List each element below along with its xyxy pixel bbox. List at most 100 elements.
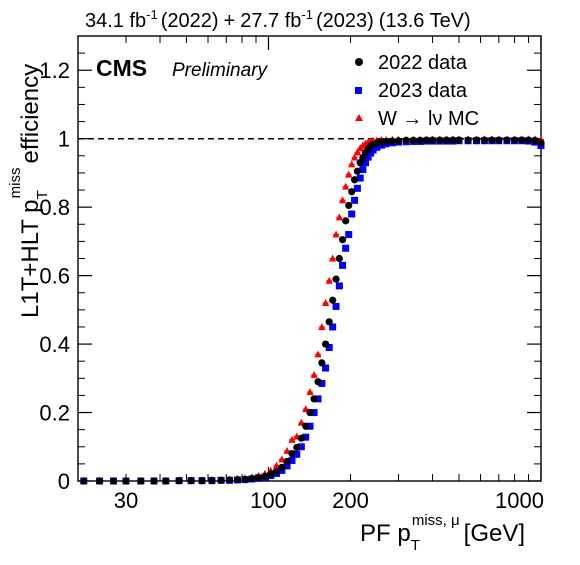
data-point-2023: [329, 323, 337, 331]
data-point-2023: [332, 302, 340, 310]
data-point-mc: [306, 388, 314, 395]
data-point-mc: [314, 350, 322, 358]
data-point-2023: [353, 184, 361, 192]
data-point-2022: [394, 137, 403, 145]
y-tick-label: 0.2: [39, 401, 70, 426]
data-point-2022: [488, 136, 496, 144]
data-point-mc: [332, 230, 340, 238]
y-tick-label: 1: [58, 127, 70, 152]
data-point-2022: [495, 136, 503, 144]
ylabel-sup: miss: [7, 167, 24, 198]
data-point-2023: [342, 244, 350, 252]
data-point-2023: [310, 409, 318, 417]
data-point-2022: [162, 477, 170, 485]
data-point-2022: [297, 434, 305, 442]
data-point-mc: [338, 196, 347, 204]
data-point-2022: [226, 476, 234, 484]
data-point-2023: [306, 422, 314, 430]
data-point-2022: [335, 254, 343, 263]
data-point-2023: [297, 443, 305, 451]
data-point-2023: [314, 395, 322, 403]
xlabel-sup: miss, μ: [412, 512, 460, 529]
series-mc-group: [80, 135, 545, 484]
data-point-2022: [267, 470, 275, 478]
data-point-2022: [422, 136, 431, 144]
data-point-mc: [272, 461, 281, 469]
data-point-2022: [402, 136, 410, 145]
year-2022: (2022): [161, 10, 219, 32]
legend-marker-mc: [355, 114, 363, 121]
data-point-2022: [325, 318, 333, 326]
lumi-2023: 27.7 fb: [240, 10, 301, 32]
data-point-2022: [198, 477, 206, 485]
data-point-2022: [455, 136, 463, 144]
data-point-2022: [95, 477, 104, 485]
legend-label-mc: W → lν MC: [378, 108, 479, 130]
data-point-mc: [318, 322, 326, 330]
lumi-2022: 34.1 fb: [85, 10, 146, 32]
series-2023-group: [80, 137, 545, 485]
data-point-2022: [464, 136, 472, 144]
energy-label: (13.6 TeV): [379, 10, 471, 32]
data-point-2022: [503, 136, 511, 144]
data-point-mc: [335, 213, 343, 221]
data-point-2023: [373, 143, 381, 151]
data-point-2023: [351, 196, 359, 204]
data-point-2022: [537, 139, 545, 147]
data-point-2022: [233, 476, 242, 484]
ylabel-main: L1T+HLT p: [17, 199, 44, 318]
data-point-2023: [364, 153, 372, 161]
data-point-2022: [261, 472, 269, 480]
y-tick-label: 0.4: [39, 332, 70, 357]
x-axis-title: PF pTmiss, μ [GeV]: [360, 512, 525, 554]
data-point-mc: [321, 299, 330, 306]
data-point-2022: [531, 136, 539, 145]
data-point-2022: [345, 201, 353, 210]
data-point-2022: [248, 475, 256, 483]
series-2022-group: [80, 136, 545, 485]
data-point-2023: [293, 450, 301, 458]
data-point-2022: [480, 136, 489, 144]
data-point-2022: [208, 476, 216, 484]
data-point-2022: [329, 296, 337, 304]
lumi-2023-exp: -1: [301, 7, 313, 22]
xlabel-sub: T: [411, 537, 420, 554]
data-point-2022: [306, 408, 314, 417]
data-point-2023: [345, 231, 353, 239]
data-point-2022: [187, 477, 195, 485]
data-point-2022: [409, 136, 417, 145]
data-point-2023: [335, 282, 343, 290]
data-point-2022: [518, 136, 526, 144]
data-point-2022: [302, 422, 310, 430]
data-point-2022: [272, 467, 281, 476]
data-point-2022: [388, 137, 397, 145]
data-point-2023: [288, 456, 296, 464]
data-point-2022: [150, 477, 158, 485]
data-point-mc: [353, 148, 362, 156]
legend-label-2022: 2022 data: [378, 52, 468, 74]
legend: 2022 data 2023 data W → lν MC: [355, 52, 479, 130]
data-point-mc: [342, 182, 350, 190]
cms-label: CMS: [96, 55, 147, 81]
data-point-2022: [318, 359, 326, 367]
x-tick-label: 200: [332, 488, 369, 513]
data-point-2023: [322, 364, 330, 372]
y-tick-label: 1.2: [39, 58, 70, 83]
data-point-2022: [80, 477, 88, 485]
data-point-2022: [350, 176, 359, 184]
x-tick-label: 100: [250, 488, 287, 513]
data-point-2022: [442, 136, 451, 144]
data-point-2023: [318, 379, 326, 387]
ylabel-sub: T: [34, 190, 51, 199]
data-point-2022: [428, 136, 437, 144]
y-tick-label: 0.6: [39, 264, 70, 289]
legend-marker-2022: [355, 58, 363, 66]
data-point-2022: [524, 136, 533, 144]
data-point-2022: [382, 137, 390, 146]
data-point-2023: [339, 261, 347, 269]
data-point-2022: [137, 477, 145, 485]
year-2023: (2023): [316, 10, 374, 32]
data-point-2022: [449, 136, 457, 144]
